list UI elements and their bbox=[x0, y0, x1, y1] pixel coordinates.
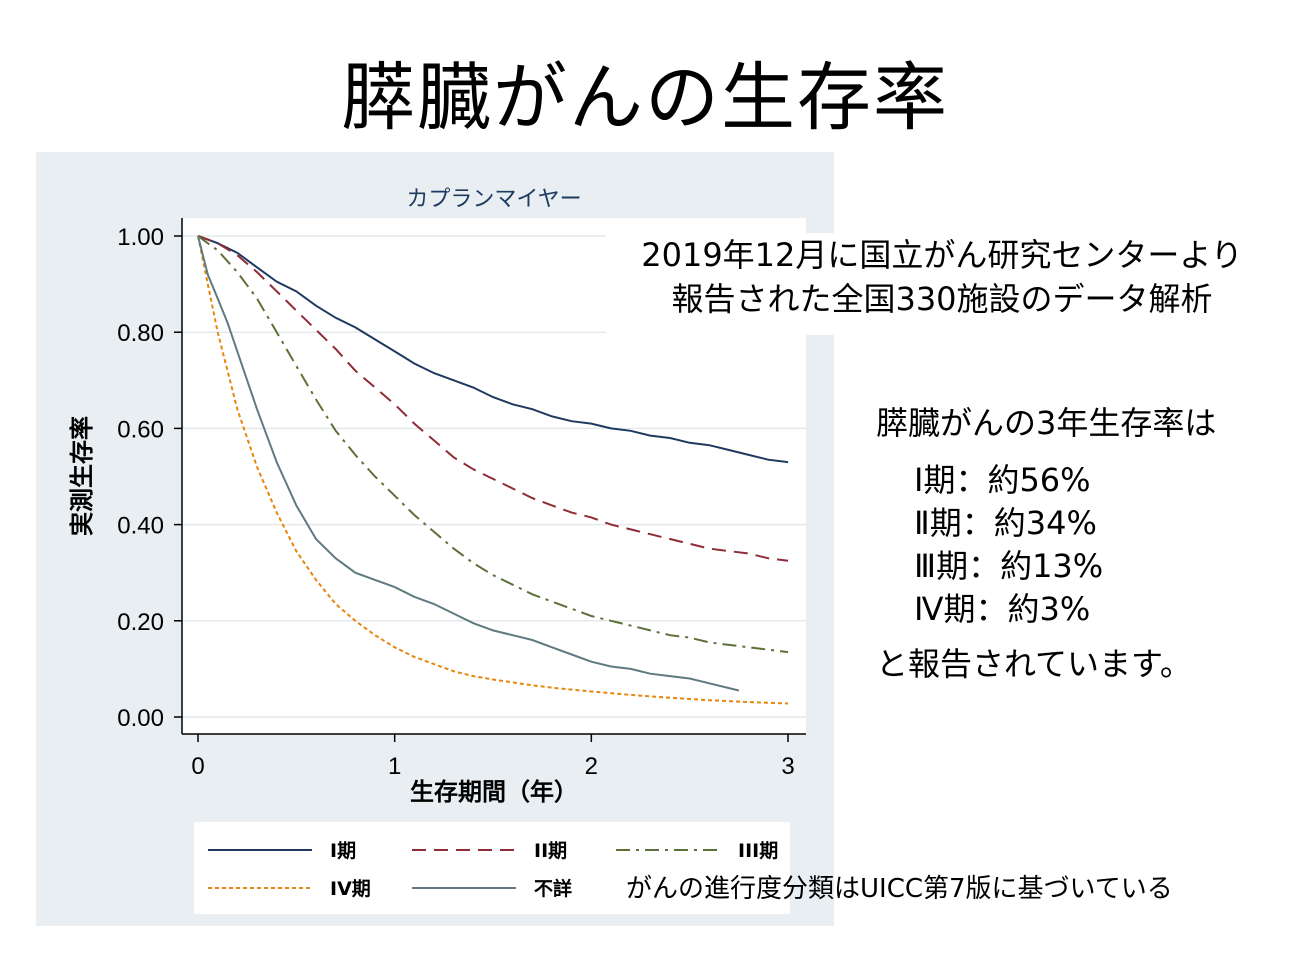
summary: 膵臓がんの3年生存率は Ⅰ期：約56% Ⅱ期：約34% Ⅲ期：約13% Ⅳ期：約… bbox=[876, 402, 1276, 686]
x-tick-label: 0 bbox=[191, 753, 204, 780]
legend-label-1: I期 bbox=[330, 840, 356, 862]
source-line-1: 2019年12月に国立がん研究センターより bbox=[641, 236, 1243, 274]
y-tick-label: 0.00 bbox=[117, 705, 164, 732]
series-line-2 bbox=[197, 235, 789, 562]
x-tick-label: 1 bbox=[388, 753, 401, 780]
source-line-2: 報告された全国330施設のデータ解析 bbox=[671, 280, 1213, 318]
summary-stage-4: Ⅳ期：約3% bbox=[914, 590, 1091, 628]
footnote: がんの進行度分類はUICC第7版に基づいている bbox=[626, 874, 1173, 904]
summary-closing: と報告されています。 bbox=[876, 645, 1192, 683]
x-tick-label: 2 bbox=[585, 753, 598, 780]
legend-box bbox=[194, 822, 790, 914]
series-line-1 bbox=[197, 235, 789, 464]
x-tick-label: 3 bbox=[781, 753, 794, 780]
y-tick-label: 0.20 bbox=[117, 609, 164, 636]
legend-label-3: III期 bbox=[738, 840, 778, 862]
series-line-4 bbox=[197, 235, 789, 705]
y-tick-label: 0.80 bbox=[117, 320, 164, 347]
summary-stage-2: Ⅱ期：約34% bbox=[914, 504, 1097, 542]
series-line-3 bbox=[197, 235, 789, 654]
summary-heading: 膵臓がんの3年生存率は bbox=[876, 404, 1217, 442]
y-tick-label: 0.40 bbox=[117, 513, 164, 540]
y-tick-label: 1.00 bbox=[117, 224, 164, 251]
x-axis-label: 生存期間（年） bbox=[410, 778, 578, 806]
y-tick-label: 0.60 bbox=[117, 416, 164, 443]
survival-chart: カプランマイヤー 0.00 0.20 0.40 0.60 0.80 1.00 0 1 2 3 生存… bbox=[68, 187, 806, 914]
slide-title: 膵臓がんの生存率 bbox=[341, 55, 949, 141]
summary-stage-1: Ⅰ期：約56% bbox=[914, 461, 1091, 499]
legend-label-4: IV期 bbox=[330, 878, 371, 900]
source-note: 2019年12月に国立がん研究センターより 報告された全国330施設のデータ解析 bbox=[606, 233, 1278, 335]
y-axis-label: 実測生存率 bbox=[68, 416, 96, 536]
series-line-5 bbox=[197, 235, 740, 692]
summary-stage-3: Ⅲ期：約13% bbox=[914, 547, 1104, 585]
chart-title: カプランマイヤー bbox=[406, 187, 581, 212]
legend-label-5: 不詳 bbox=[534, 877, 572, 900]
legend-label-2: II期 bbox=[534, 840, 567, 862]
